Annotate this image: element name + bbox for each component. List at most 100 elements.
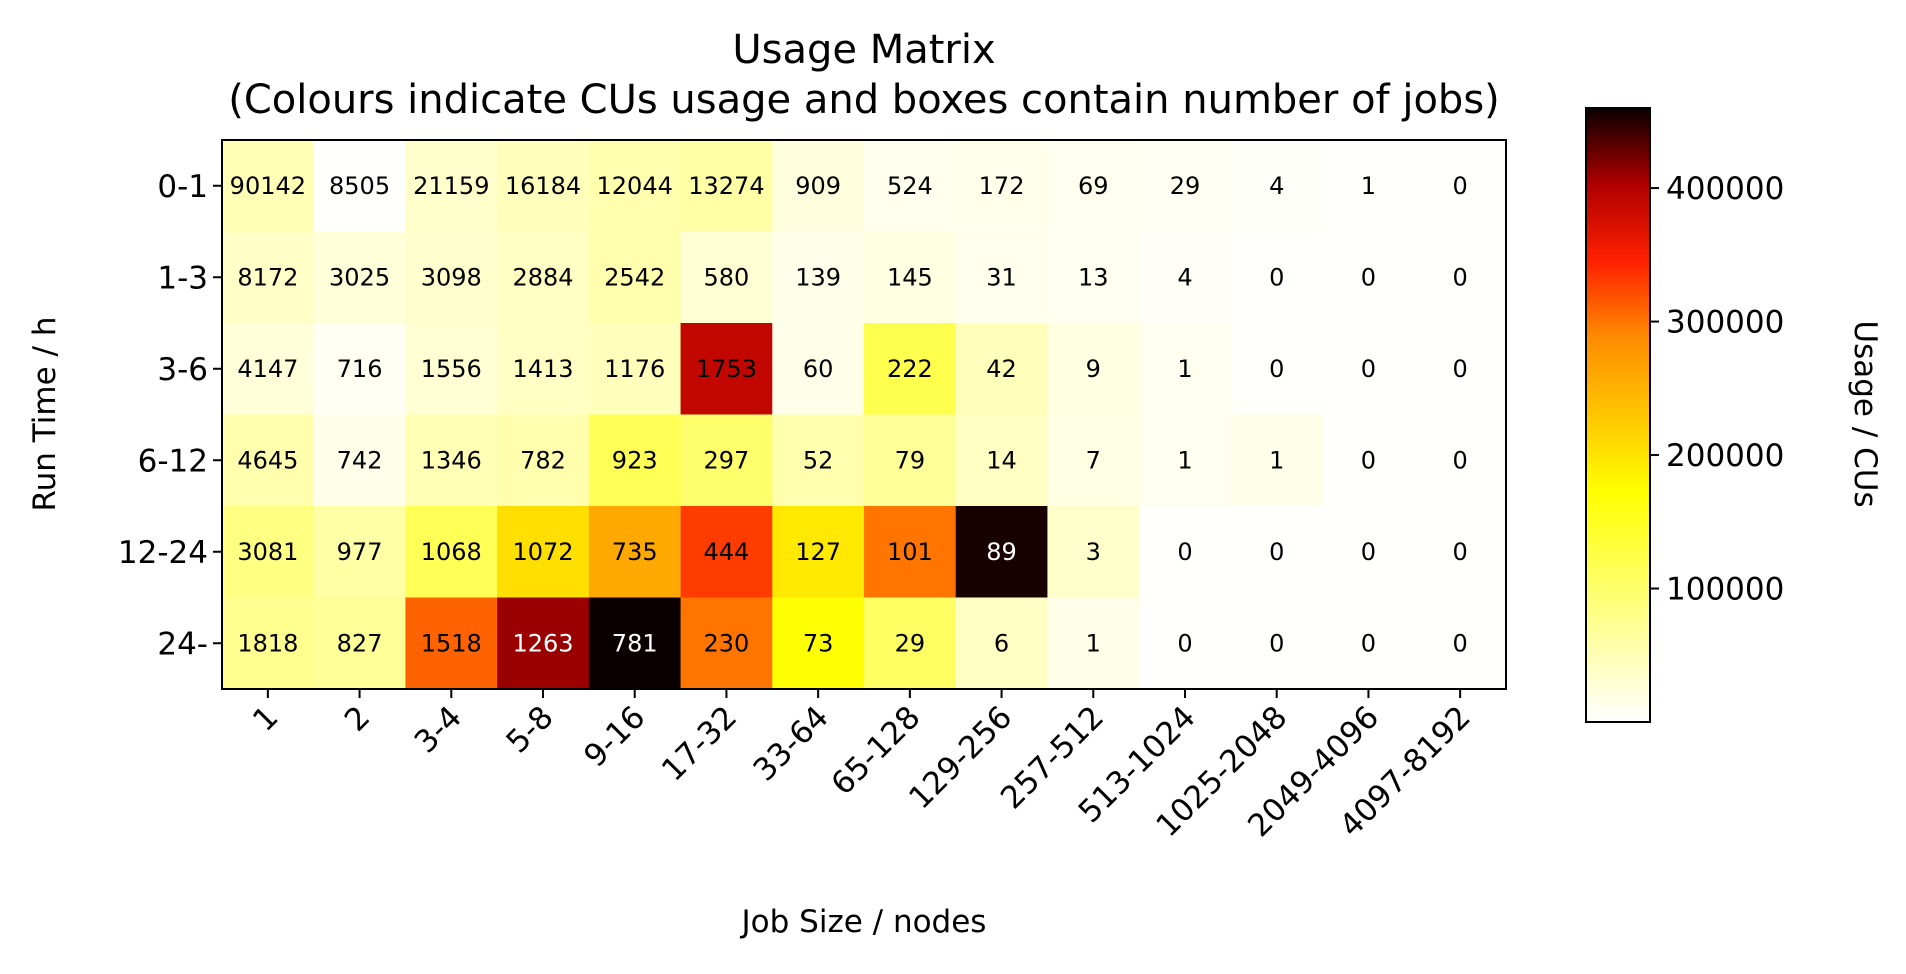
heatmap-cell bbox=[1047, 414, 1140, 507]
heatmap-cell bbox=[1139, 506, 1232, 599]
heatmap-cell bbox=[222, 597, 315, 690]
heatmap-cell bbox=[1322, 231, 1415, 324]
cell-job-count: 1 bbox=[1361, 172, 1376, 200]
cell-job-count: 297 bbox=[704, 446, 750, 474]
x-tick-label: 5-8 bbox=[499, 699, 560, 760]
cell-job-count: 0 bbox=[1361, 446, 1376, 474]
cell-job-count: 0 bbox=[1452, 172, 1467, 200]
heatmap-cell bbox=[1139, 414, 1232, 507]
colorbar-ticks: 100000 200000 300000 400000 bbox=[1650, 171, 1784, 608]
cell-job-count: 52 bbox=[803, 446, 834, 474]
cell-job-count: 79 bbox=[895, 446, 926, 474]
cell-job-count: 172 bbox=[979, 172, 1025, 200]
cell-job-count: 1072 bbox=[512, 538, 573, 566]
heatmap-cell bbox=[313, 414, 407, 507]
heatmap-cell bbox=[588, 140, 682, 233]
cell-job-count: 89 bbox=[986, 538, 1017, 566]
cell-job-count: 230 bbox=[704, 629, 750, 657]
heatmap-cell bbox=[313, 140, 407, 233]
cell-job-count: 923 bbox=[612, 446, 658, 474]
colorbar-tick-label: 100000 bbox=[1666, 572, 1784, 608]
cell-job-count: 101 bbox=[887, 538, 933, 566]
cell-job-count: 0 bbox=[1269, 538, 1284, 566]
heatmap-cell bbox=[405, 506, 498, 599]
cell-job-count: 8505 bbox=[329, 172, 390, 200]
cell-job-count: 13274 bbox=[688, 172, 764, 200]
heatmap-cell bbox=[1414, 414, 1507, 507]
cell-job-count: 42 bbox=[986, 355, 1017, 383]
heatmap-cell bbox=[405, 140, 498, 233]
heatmap-cell bbox=[864, 323, 957, 416]
heatmap-cell bbox=[772, 231, 865, 324]
cell-job-count: 0 bbox=[1452, 355, 1467, 383]
cell-job-count: 0 bbox=[1361, 538, 1376, 566]
heatmap-cell bbox=[1322, 597, 1415, 690]
heatmap-cell bbox=[1322, 140, 1415, 233]
cell-job-count: 7 bbox=[1086, 446, 1101, 474]
heatmap-cell bbox=[497, 140, 590, 233]
cell-job-count: 524 bbox=[887, 172, 933, 200]
heatmap-cell bbox=[405, 414, 498, 507]
heatmap-cell-labels: 90142 8505 21159 16184 12044 13274 909 524 172 69… bbox=[230, 172, 1468, 658]
cell-job-count: 0 bbox=[1452, 629, 1467, 657]
heatmap-cell bbox=[772, 414, 865, 507]
heatmap-cell bbox=[497, 231, 590, 324]
heatmap-cell bbox=[1230, 323, 1324, 416]
cell-job-count: 13 bbox=[1078, 263, 1109, 291]
heatmap-cell bbox=[680, 506, 773, 599]
cell-job-count: 1263 bbox=[512, 629, 573, 657]
x-tick-label: 3-4 bbox=[408, 699, 469, 760]
x-tick-label: 33-64 bbox=[747, 699, 836, 788]
heatmap-cell bbox=[680, 323, 773, 416]
heatmap-cell bbox=[1047, 323, 1140, 416]
cell-job-count: 735 bbox=[612, 538, 658, 566]
cell-job-count: 3098 bbox=[421, 263, 482, 291]
cell-job-count: 742 bbox=[337, 446, 383, 474]
heatmap-cell bbox=[222, 231, 315, 324]
cell-job-count: 4645 bbox=[237, 446, 298, 474]
cell-job-count: 90142 bbox=[230, 172, 306, 200]
heatmap-cell bbox=[1139, 597, 1232, 690]
heatmap-cell bbox=[497, 506, 590, 599]
x-tick-label: 17-32 bbox=[655, 699, 744, 788]
cell-job-count: 444 bbox=[704, 538, 750, 566]
heatmap-cell bbox=[955, 231, 1049, 324]
heatmap-cell bbox=[864, 597, 957, 690]
heatmap-cell bbox=[313, 597, 407, 690]
heatmap-cell bbox=[1139, 323, 1232, 416]
heatmap-cell bbox=[680, 231, 773, 324]
cell-job-count: 73 bbox=[803, 629, 834, 657]
heatmap-cell bbox=[1139, 231, 1232, 324]
cell-job-count: 0 bbox=[1452, 538, 1467, 566]
heatmap-cells bbox=[222, 140, 1507, 690]
cell-job-count: 31 bbox=[986, 263, 1017, 291]
heatmap-cell bbox=[1322, 323, 1415, 416]
y-tick-label: 24- bbox=[157, 626, 208, 662]
colorbar-tick-label: 400000 bbox=[1666, 171, 1784, 207]
cell-job-count: 1518 bbox=[421, 629, 482, 657]
cell-job-count: 139 bbox=[795, 263, 841, 291]
heatmap-cell bbox=[680, 597, 773, 690]
y-tick-label: 1-3 bbox=[157, 260, 208, 296]
cell-job-count: 0 bbox=[1452, 263, 1467, 291]
heatmap-cell bbox=[772, 140, 865, 233]
heatmap-cell bbox=[772, 506, 865, 599]
cell-job-count: 0 bbox=[1361, 629, 1376, 657]
cell-job-count: 1 bbox=[1269, 446, 1284, 474]
cell-job-count: 8172 bbox=[237, 263, 298, 291]
cell-job-count: 127 bbox=[795, 538, 841, 566]
x-tick-label: 2 bbox=[338, 699, 377, 738]
cell-job-count: 977 bbox=[337, 538, 383, 566]
heatmap-cell bbox=[1414, 140, 1507, 233]
heatmap-cell bbox=[313, 323, 407, 416]
heatmap-cell bbox=[222, 323, 315, 416]
cell-job-count: 14 bbox=[986, 446, 1017, 474]
heatmap-cell bbox=[588, 231, 682, 324]
heatmap-cell bbox=[1230, 140, 1324, 233]
cell-job-count: 0 bbox=[1361, 355, 1376, 383]
heatmap-cell bbox=[405, 323, 498, 416]
cell-job-count: 145 bbox=[887, 263, 933, 291]
x-axis-label: Job Size / nodes bbox=[740, 904, 987, 940]
cell-job-count: 29 bbox=[1170, 172, 1201, 200]
heatmap-cell bbox=[1230, 597, 1324, 690]
